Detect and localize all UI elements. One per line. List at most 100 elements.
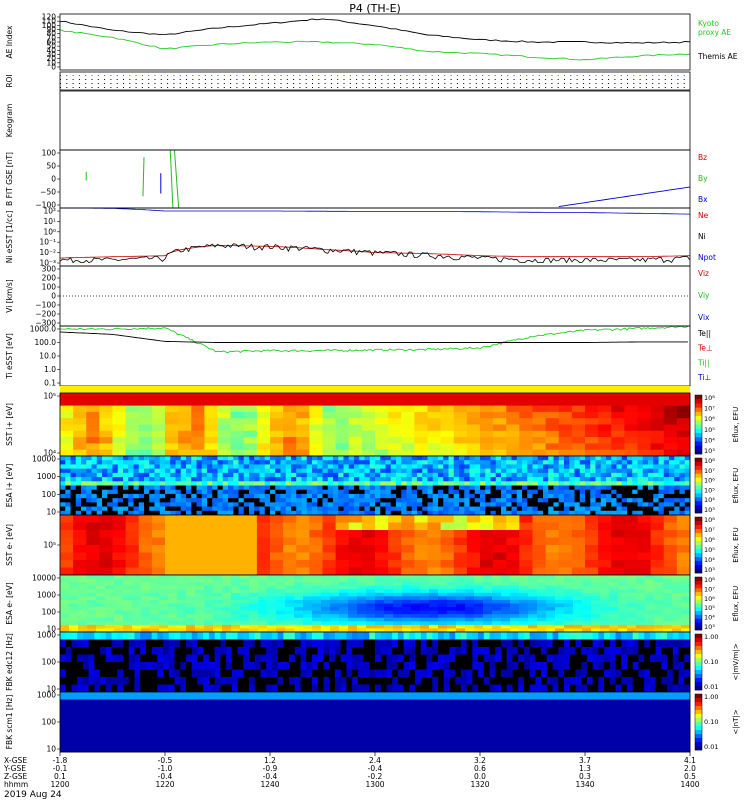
esa-ion-cell — [485, 510, 491, 516]
esa-electron-cell — [672, 607, 682, 612]
esa-electron-cell — [510, 585, 520, 590]
esa-ion-cell — [490, 472, 497, 478]
esa-electron-cell — [330, 578, 340, 583]
sst-electron-cell — [125, 567, 140, 576]
sst-ion-cell — [650, 405, 665, 413]
esa-ion-cell — [380, 489, 386, 495]
esa-ion-cell — [495, 489, 502, 495]
esa-ion-cell — [579, 489, 586, 495]
esa-ion-cell — [480, 498, 486, 503]
vi-tick-label: 100 — [42, 283, 57, 292]
sst-ion-cell — [322, 393, 337, 400]
esa-ion-cell — [165, 498, 171, 503]
esa-electron-cell — [213, 607, 223, 612]
roi-dot — [204, 75, 206, 76]
sst-electron-cell — [151, 515, 166, 523]
fbk-edc12-cell — [111, 654, 118, 663]
esa-electron-cell — [546, 628, 556, 633]
fbk-edc12-cell — [260, 662, 267, 670]
esa-ion-colorbar-tick: 10⁷ — [704, 467, 715, 475]
esa-ion-cell — [579, 510, 586, 516]
esa-ion-cell — [165, 477, 171, 482]
esa-ion-cell — [648, 472, 654, 478]
esa-ion-cell — [191, 481, 197, 486]
fbk-edc12-cell — [145, 684, 153, 693]
sst-ion-cell — [611, 424, 625, 432]
esa-electron-cell — [258, 610, 268, 615]
esa-electron-cell — [393, 589, 403, 594]
esa-ion-cell — [243, 456, 250, 461]
sst-electron-cell — [388, 545, 402, 553]
esa-ion-cell — [222, 502, 229, 507]
ae-ylabel: AE Index — [5, 25, 14, 58]
esa-ion-cell — [621, 510, 628, 516]
esa-ion-cell — [516, 485, 523, 491]
fbk-edc12-cell — [329, 654, 336, 663]
roi-dot — [645, 75, 647, 76]
esa-ion-cell — [564, 456, 570, 461]
esa-ion-cell — [485, 472, 491, 478]
sst-ion-cell — [414, 418, 428, 425]
esa-electron-cell — [168, 592, 178, 597]
esa-ion-cell — [427, 477, 434, 482]
esa-ion-cell — [238, 460, 245, 465]
esa-ion-cell — [385, 472, 392, 478]
esa-ion-cell — [390, 489, 397, 495]
esa-electron-cell — [663, 596, 673, 601]
fbk-edc12-cell — [403, 684, 410, 693]
esa-ion-cell — [590, 502, 596, 507]
roi-dot — [463, 83, 465, 84]
sst-electron-cell — [440, 567, 455, 576]
sst-electron-cell — [138, 515, 153, 523]
sst-ion-cell — [322, 437, 337, 444]
esa-electron-cell — [456, 610, 466, 615]
esa-electron-cell — [681, 582, 691, 587]
esa-ion-cell — [574, 477, 581, 482]
sst-electron-cell — [493, 567, 507, 576]
sst-ion-cell — [112, 449, 127, 457]
esa-electron-cell — [294, 596, 304, 601]
sst-electron-cell — [453, 522, 468, 531]
esa-electron-cell — [681, 610, 691, 615]
esa-ion-cell — [212, 506, 218, 512]
roi-dot — [469, 87, 471, 88]
sst-ion-cell — [256, 449, 271, 457]
esa-electron-cell — [366, 596, 376, 601]
roi-dot — [318, 79, 320, 80]
fbk-edc12-cell — [397, 669, 405, 678]
esa-electron-cell — [591, 628, 601, 633]
sst-ion-cell — [663, 411, 678, 419]
sst-electron-cell — [256, 530, 271, 538]
fbk-edc12-cell — [174, 662, 181, 670]
esa-ion-cell — [75, 485, 82, 491]
esa-electron-cell — [447, 628, 457, 633]
sst-electron-cell — [650, 560, 665, 568]
esa-ion-cell — [107, 477, 113, 482]
esa-ion-cell — [186, 489, 192, 495]
esa-ion-cell — [338, 510, 344, 516]
roi-dot — [519, 87, 521, 88]
roi-dot — [444, 87, 446, 88]
esa-electron-cell — [132, 592, 142, 597]
sst-ion-cell — [204, 418, 218, 425]
esa-ion-cell — [375, 489, 381, 495]
esa-electron-cell — [276, 628, 286, 633]
fbk-edc12-cell — [449, 654, 456, 663]
esa-electron-cell — [582, 596, 592, 601]
esa-ion-cell — [280, 460, 287, 465]
esa-ion-cell — [123, 502, 129, 507]
fbk-edc12-cell — [300, 684, 307, 693]
fbk-edc12-cell — [168, 669, 175, 678]
roi-dot — [217, 75, 219, 76]
esa-ion-cell — [317, 506, 323, 512]
sst-electron-cell — [401, 567, 415, 576]
esa-ion-cell — [585, 498, 591, 503]
esa-electron-cell — [132, 610, 142, 615]
esa-electron-cell — [168, 578, 178, 583]
sst-electron-cell — [453, 530, 468, 538]
roi-dot — [192, 83, 194, 84]
esa-ion-cell — [117, 506, 124, 512]
esa-ion-cell — [674, 485, 680, 491]
fbk-edc12-cell — [191, 662, 198, 670]
esa-electron-cell — [168, 582, 178, 587]
